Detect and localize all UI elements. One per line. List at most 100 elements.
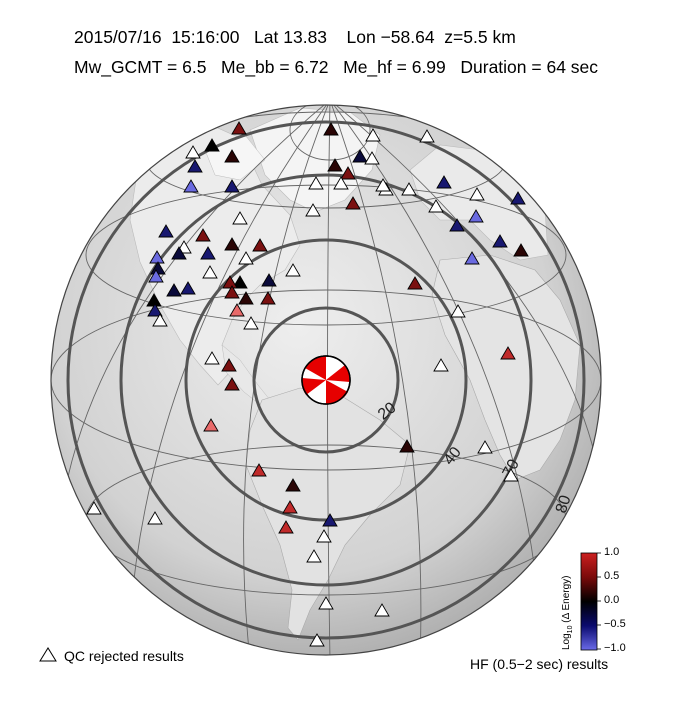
station-58	[340, 166, 356, 180]
duration: Duration = 64 sec	[460, 57, 599, 77]
station-10	[224, 237, 240, 251]
header-line-1: 2015/07/16 15:16:00 Lat 13.83 Lon −58.64…	[74, 27, 516, 48]
station-rejected-48	[86, 501, 102, 515]
station-72	[513, 243, 529, 257]
colorbar-tick-4: −0.5	[604, 618, 626, 630]
station-31	[229, 303, 245, 317]
me-hf: Me_hf = 6.99	[343, 57, 446, 77]
hf-legend-label: HF (0.5−2 sec) results	[470, 656, 609, 672]
station-rejected-64	[419, 129, 435, 143]
station-27	[238, 291, 254, 305]
station-rejected-16	[202, 265, 218, 279]
qc-legend-label: QC rejected results	[64, 648, 184, 664]
station-36	[224, 377, 240, 391]
mw-gcmt: Mw_GCMT = 6.5	[74, 57, 207, 77]
station-12	[252, 238, 268, 252]
event-lon: Lon −58.64	[346, 27, 435, 47]
station-26	[260, 291, 276, 305]
event-time: 15:16:00	[171, 27, 240, 47]
station-8	[158, 224, 174, 238]
station-15	[200, 246, 216, 260]
station-rejected-54	[477, 440, 493, 454]
colorbar-tick-3: 0.0	[604, 594, 620, 606]
station-rejected-32	[152, 313, 168, 327]
station-18	[148, 269, 164, 283]
station-62	[345, 196, 361, 210]
station-28	[224, 285, 240, 299]
ring-label-80: 80	[553, 493, 575, 515]
station-14	[171, 246, 187, 260]
me-bb: Me_bb = 6.72	[221, 57, 329, 77]
station-rejected-66	[364, 151, 380, 165]
station-9	[195, 228, 211, 242]
station-23	[166, 283, 182, 297]
station-rejected-51	[450, 304, 466, 318]
station-78	[323, 122, 339, 136]
station-70	[464, 251, 480, 265]
station-rejected-7	[232, 211, 248, 225]
station-rejected-6	[185, 145, 201, 159]
station-56	[399, 439, 415, 453]
colorbar-title: Log10 (Δ Energy)	[561, 575, 574, 650]
station-59	[327, 158, 343, 172]
station-rejected-34	[204, 351, 220, 365]
station-21	[232, 275, 248, 289]
ring-10	[252, 306, 400, 454]
station-67	[436, 175, 452, 189]
station-68	[449, 218, 465, 232]
station-rejected-75	[428, 199, 444, 213]
station-rejected-63	[365, 128, 381, 142]
station-rejected-74	[469, 187, 485, 201]
station-rejected-76	[401, 182, 417, 196]
ring-label-70: 70	[500, 457, 523, 481]
station-42	[322, 513, 338, 527]
station-rejected-45	[318, 596, 334, 610]
event-date: 2015/07/16	[74, 27, 162, 47]
station-73	[510, 191, 526, 205]
station-rejected-79	[375, 178, 391, 192]
station-35	[221, 358, 237, 372]
station-52	[500, 346, 516, 360]
station-0	[231, 121, 247, 135]
station-25	[261, 273, 277, 287]
station-40	[282, 500, 298, 514]
qc-legend: QC rejected results	[30, 648, 184, 664]
station-57	[352, 149, 368, 163]
station-30	[147, 303, 163, 317]
beachball-quadrant-4	[301, 378, 326, 395]
station-rejected-77	[305, 203, 321, 217]
station-5	[224, 179, 240, 193]
station-71	[492, 234, 508, 248]
qc-rejected-legend-triangle	[39, 647, 57, 662]
colorbar-tick-2: 0.5	[604, 570, 620, 582]
station-rejected-44	[306, 549, 322, 563]
station-rejected-19	[238, 251, 254, 265]
header-line-2: Mw_GCMT = 6.5 Me_bb = 6.72 Me_hf = 6.99 …	[74, 57, 598, 78]
colorbar-tick-1: 1.0	[604, 546, 620, 558]
event-lat: Lat 13.83	[254, 27, 328, 47]
ring-40	[119, 173, 533, 587]
globe-outline	[50, 104, 602, 656]
station-rejected-47	[309, 633, 325, 647]
station-rejected-49	[147, 511, 163, 525]
station-39	[285, 478, 301, 492]
station-69	[468, 209, 484, 223]
station-38	[251, 463, 267, 477]
colorbar-ticks	[597, 552, 601, 650]
station-3	[187, 159, 203, 173]
station-2	[224, 149, 240, 163]
colorbar-tick-5: −1.0	[604, 642, 626, 654]
station-4	[183, 179, 199, 193]
station-37	[203, 418, 219, 432]
station-1	[204, 138, 220, 152]
event-depth: z=5.5 km	[444, 27, 516, 47]
ring-70	[66, 120, 586, 640]
station-rejected-53	[433, 358, 449, 372]
station-rejected-20	[285, 263, 301, 277]
station-rejected-61	[333, 176, 349, 190]
station-50	[407, 276, 423, 290]
focal-mechanism-beachball	[301, 355, 351, 405]
station-markers	[86, 121, 529, 647]
station-41	[278, 520, 294, 534]
